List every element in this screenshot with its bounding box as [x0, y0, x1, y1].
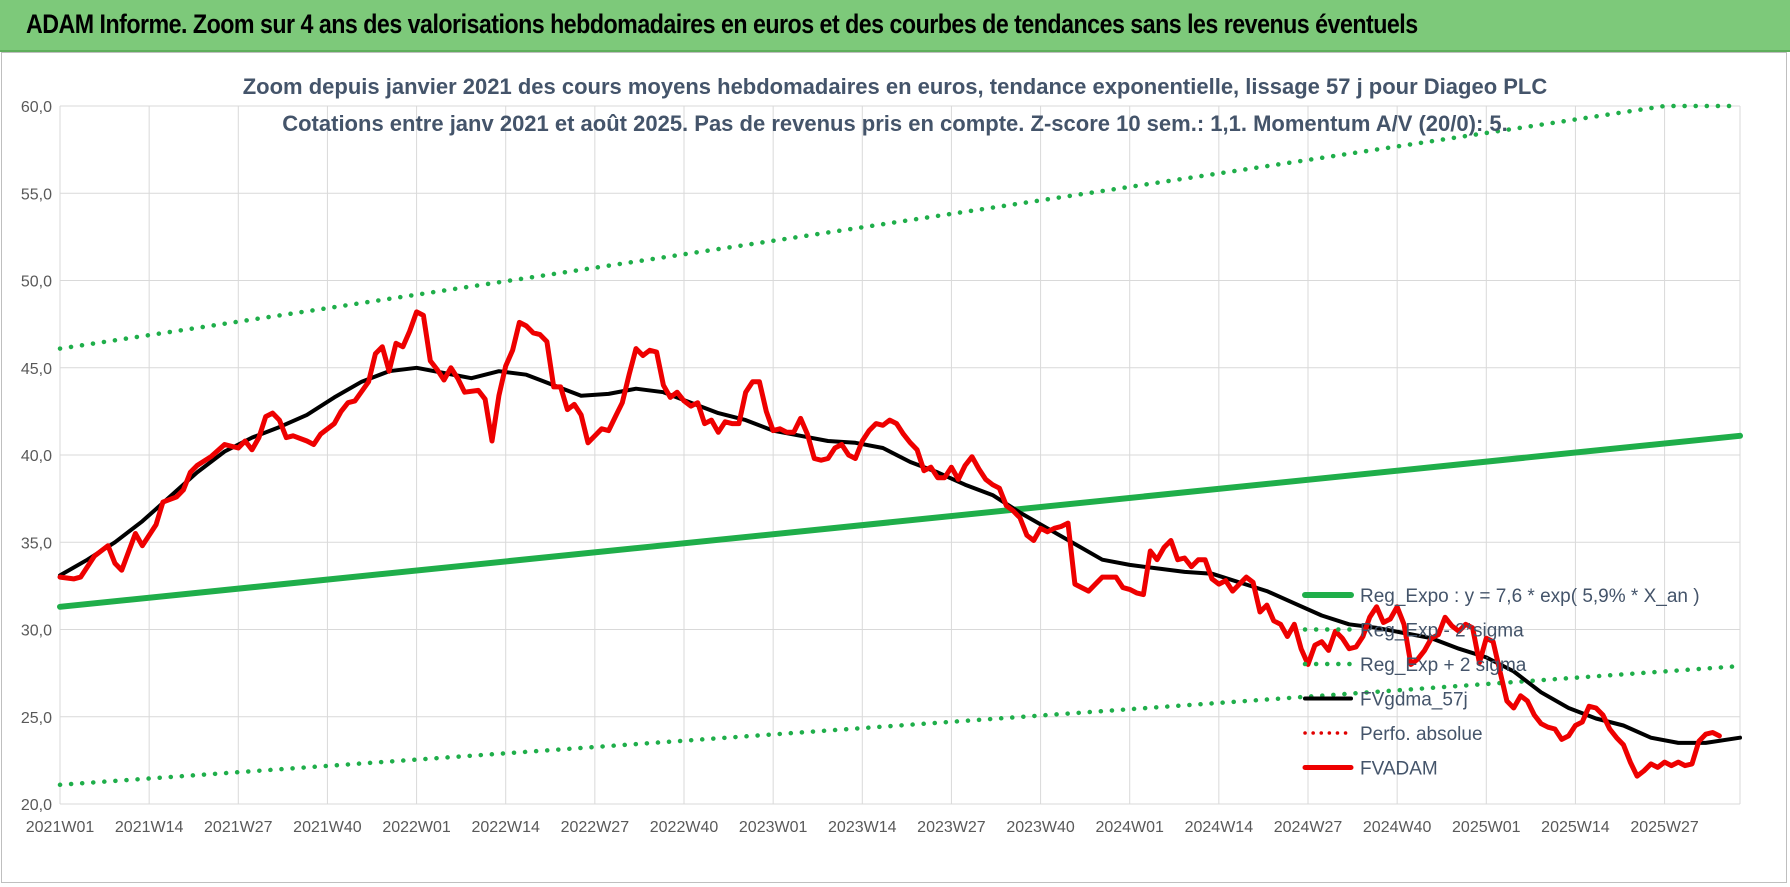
x-tick-label: 2021W14	[115, 819, 184, 836]
x-tick-label: 2023W40	[1006, 819, 1075, 836]
y-tick-label: 40,0	[21, 448, 52, 465]
legend-label-reg-exp-plus-2sigma: Reg_Exp + 2 sigma	[1360, 655, 1527, 676]
legend-label-reg-expo: Reg_Expo : y = 7,6 * exp( 5,9% * X_an )	[1360, 586, 1700, 607]
chart-subtitle: Cotations entre janv 2021 et août 2025. …	[282, 111, 1508, 136]
x-tick-label: 2024W40	[1363, 819, 1432, 836]
chart-title: Zoom depuis janvier 2021 des cours moyen…	[243, 74, 1548, 99]
y-tick-label: 20,0	[21, 797, 52, 814]
series-line-fvadam	[57, 309, 1722, 779]
series-line-reg-exp-plus-2sigma	[57, 103, 1743, 351]
series-line-reg-exp-minus-2sigma	[57, 663, 1743, 788]
y-tick-label: 60,0	[21, 99, 52, 116]
x-tick-label: 2025W01	[1452, 819, 1521, 836]
x-tick-label: 2021W01	[26, 819, 95, 836]
chart-legend: Reg_Expo : y = 7,6 * exp( 5,9% * X_an ) R…	[1302, 586, 1700, 780]
x-tick-label: 2023W27	[917, 819, 986, 836]
series-line-reg-expo	[57, 432, 1743, 610]
y-tick-label: 50,0	[21, 274, 52, 291]
y-tick-label: 45,0	[21, 361, 52, 378]
x-tick-label: 2021W27	[204, 819, 273, 836]
x-tick-label: 2022W27	[561, 819, 630, 836]
header-banner: ADAM Informe. Zoom sur 4 ans des valoris…	[0, 0, 1790, 52]
chart-frame	[1, 52, 1787, 883]
chart-ticks: 20,0 25,0 30,0 35,0 40,0 45,0 50,0 55,0 60,0 2021…	[21, 99, 1699, 836]
chart-grid	[59, 105, 1741, 805]
x-tick-label: 2024W01	[1095, 819, 1164, 836]
chart-series	[57, 103, 1743, 788]
y-tick-label: 25,0	[21, 710, 52, 727]
x-tick-label: 2022W40	[650, 819, 719, 836]
x-tick-label: 2021W40	[293, 819, 362, 836]
y-tick-label: 35,0	[21, 535, 52, 552]
x-tick-label: 2025W14	[1541, 819, 1610, 836]
page-title: ADAM Informe. Zoom sur 4 ans des valoris…	[26, 9, 1418, 39]
x-tick-label: 2023W14	[828, 819, 897, 836]
x-tick-label: 2025W27	[1630, 819, 1699, 836]
x-tick-label: 2022W01	[382, 819, 451, 836]
legend-label-perfo-absolue: Perfo. absolue	[1360, 724, 1483, 745]
x-tick-label: 2024W14	[1185, 819, 1254, 836]
x-tick-label: 2024W27	[1274, 819, 1343, 836]
y-tick-label: 30,0	[21, 623, 52, 640]
legend-label-fvadam: FVADAM	[1360, 759, 1438, 780]
y-tick-label: 55,0	[21, 186, 52, 203]
x-tick-label: 2022W14	[471, 819, 540, 836]
legend-label-fvgdma-57j: FVgdma_57j	[1360, 690, 1468, 711]
series-line-fvgdma-57j	[58, 365, 1742, 745]
x-tick-label: 2023W01	[739, 819, 808, 836]
legend-label-reg-exp-minus-2sigma: Reg_Exp - 2*sigma	[1360, 621, 1524, 642]
